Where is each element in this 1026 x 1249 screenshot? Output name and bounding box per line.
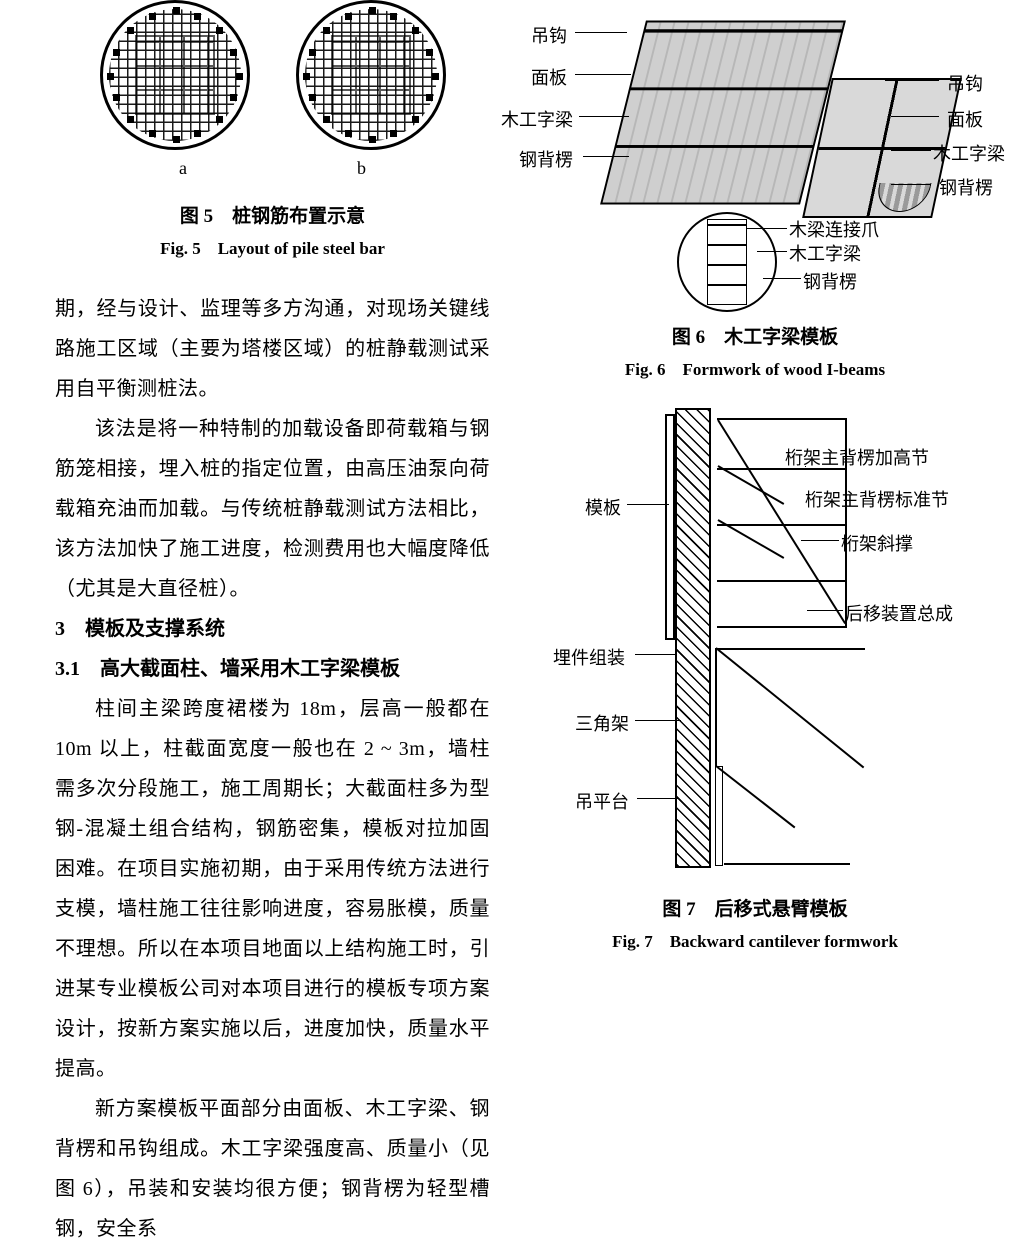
fig7-wall (675, 408, 711, 868)
fig6-label-detail-beam: 木工字梁 (789, 240, 861, 266)
fig7-caption-en: Fig. 7 Backward cantilever formwork (530, 927, 980, 952)
fig7-caption-cn: 图 7 后移式悬臂模板 (530, 894, 980, 921)
fig5-ab-labels: a b (55, 158, 490, 179)
fig7-label-hengjia-std: 桁架主背楞标准节 (805, 486, 949, 512)
fig7-label-diaoping: 吊平台 (575, 788, 629, 814)
fig7-diagram: 模板 埋件组装 三角架 吊平台 桁架主背楞加高节 桁架主背楞标准节 桁架斜撑 后… (545, 408, 965, 888)
fig5-caption-en: Fig. 5 Layout of pile steel bar (55, 234, 490, 259)
right-column: 吊钩 面板 木工字梁 钢背楞 吊钩 面板 木工字梁 钢背楞 木梁连接爪 木工字梁… (510, 0, 980, 980)
fig6-diagram: 吊钩 面板 木工字梁 钢背楞 吊钩 面板 木工字梁 钢背楞 木梁连接爪 木工字梁… (535, 6, 975, 316)
fig7-label-xiecheng: 桁架斜撑 (841, 530, 913, 556)
fig6-label-gangbeileng-l: 钢背楞 (519, 146, 573, 172)
fig7-label-muban: 模板 (585, 494, 621, 520)
fig5-circle-b (296, 0, 446, 150)
paragraph-3: 柱间主梁跨度裙楼为 18m，层高一般都在 10m 以上，柱截面宽度一般也在 2 … (55, 689, 490, 1089)
fig5-circles (55, 0, 490, 150)
fig5-circle-a (100, 0, 250, 150)
fig6-label-detail-steel: 钢背楞 (803, 268, 857, 294)
paragraph-1: 期，经与设计、监理等多方沟通，对现场关键线路施工区域（主要为塔楼区域）的桩静载测… (55, 289, 490, 409)
fig6-label-muzhiliang-l: 木工字梁 (501, 106, 573, 132)
fig5-label-a: a (179, 158, 187, 179)
paragraph-4: 新方案模板平面部分由面板、木工字梁、钢背楞和吊钩组成。木工字梁强度高、质量小（见… (55, 1089, 490, 1249)
fig7-tri-bracket (715, 648, 865, 768)
body-text: 期，经与设计、监理等多方沟通，对现场关键线路施工区域（主要为塔楼区域）的桩静载测… (55, 289, 490, 1249)
fig6-caption-cn: 图 6 木工字梁模板 (530, 322, 980, 349)
paragraph-2: 该法是将一种特制的加载设备即荷载箱与钢筋笼相接，埋入桩的指定位置，由高压油泵向荷… (55, 409, 490, 609)
fig6-label-diaogou-l: 吊钩 (531, 22, 567, 48)
heading-3-1: 3.1 高大截面柱、墙采用木工字梁模板 (55, 649, 490, 689)
left-column: a b 图 5 桩钢筋布置示意 Fig. 5 Layout of pile st… (55, 0, 510, 980)
fig6-caption: 图 6 木工字梁模板 Fig. 6 Formwork of wood I-bea… (530, 322, 980, 380)
fig7-formwork-board (665, 414, 675, 640)
page: a b 图 5 桩钢筋布置示意 Fig. 5 Layout of pile st… (0, 0, 1026, 990)
fig6-detail-circle (677, 212, 777, 312)
fig7-label-sanjiao: 三角架 (575, 710, 629, 736)
fig6-label-muzhiliang-r: 木工字梁 (933, 140, 1005, 166)
fig5-label-b: b (357, 158, 366, 179)
fig6-label-gangbeileng-r: 钢背楞 (939, 174, 993, 200)
fig7-label-hengjia-top: 桁架主背楞加高节 (785, 444, 929, 470)
fig7-caption: 图 7 后移式悬臂模板 Fig. 7 Backward cantilever f… (530, 894, 980, 952)
fig6-label-detail-claw: 木梁连接爪 (789, 216, 879, 242)
fig6-panel-left (600, 21, 846, 205)
heading-3: 3 模板及支撑系统 (55, 609, 490, 649)
fig5-caption-cn: 图 5 桩钢筋布置示意 (55, 201, 490, 228)
fig7-label-maijian: 埋件组装 (553, 644, 625, 670)
fig7-platform (715, 766, 723, 866)
fig6-caption-en: Fig. 6 Formwork of wood I-beams (530, 355, 980, 380)
fig6-label-diaogou-r: 吊钩 (947, 70, 983, 96)
fig7-label-houyi: 后移装置总成 (845, 600, 953, 626)
fig6-label-mianban-l: 面板 (531, 64, 567, 90)
fig6-label-mianban-r: 面板 (947, 106, 983, 132)
